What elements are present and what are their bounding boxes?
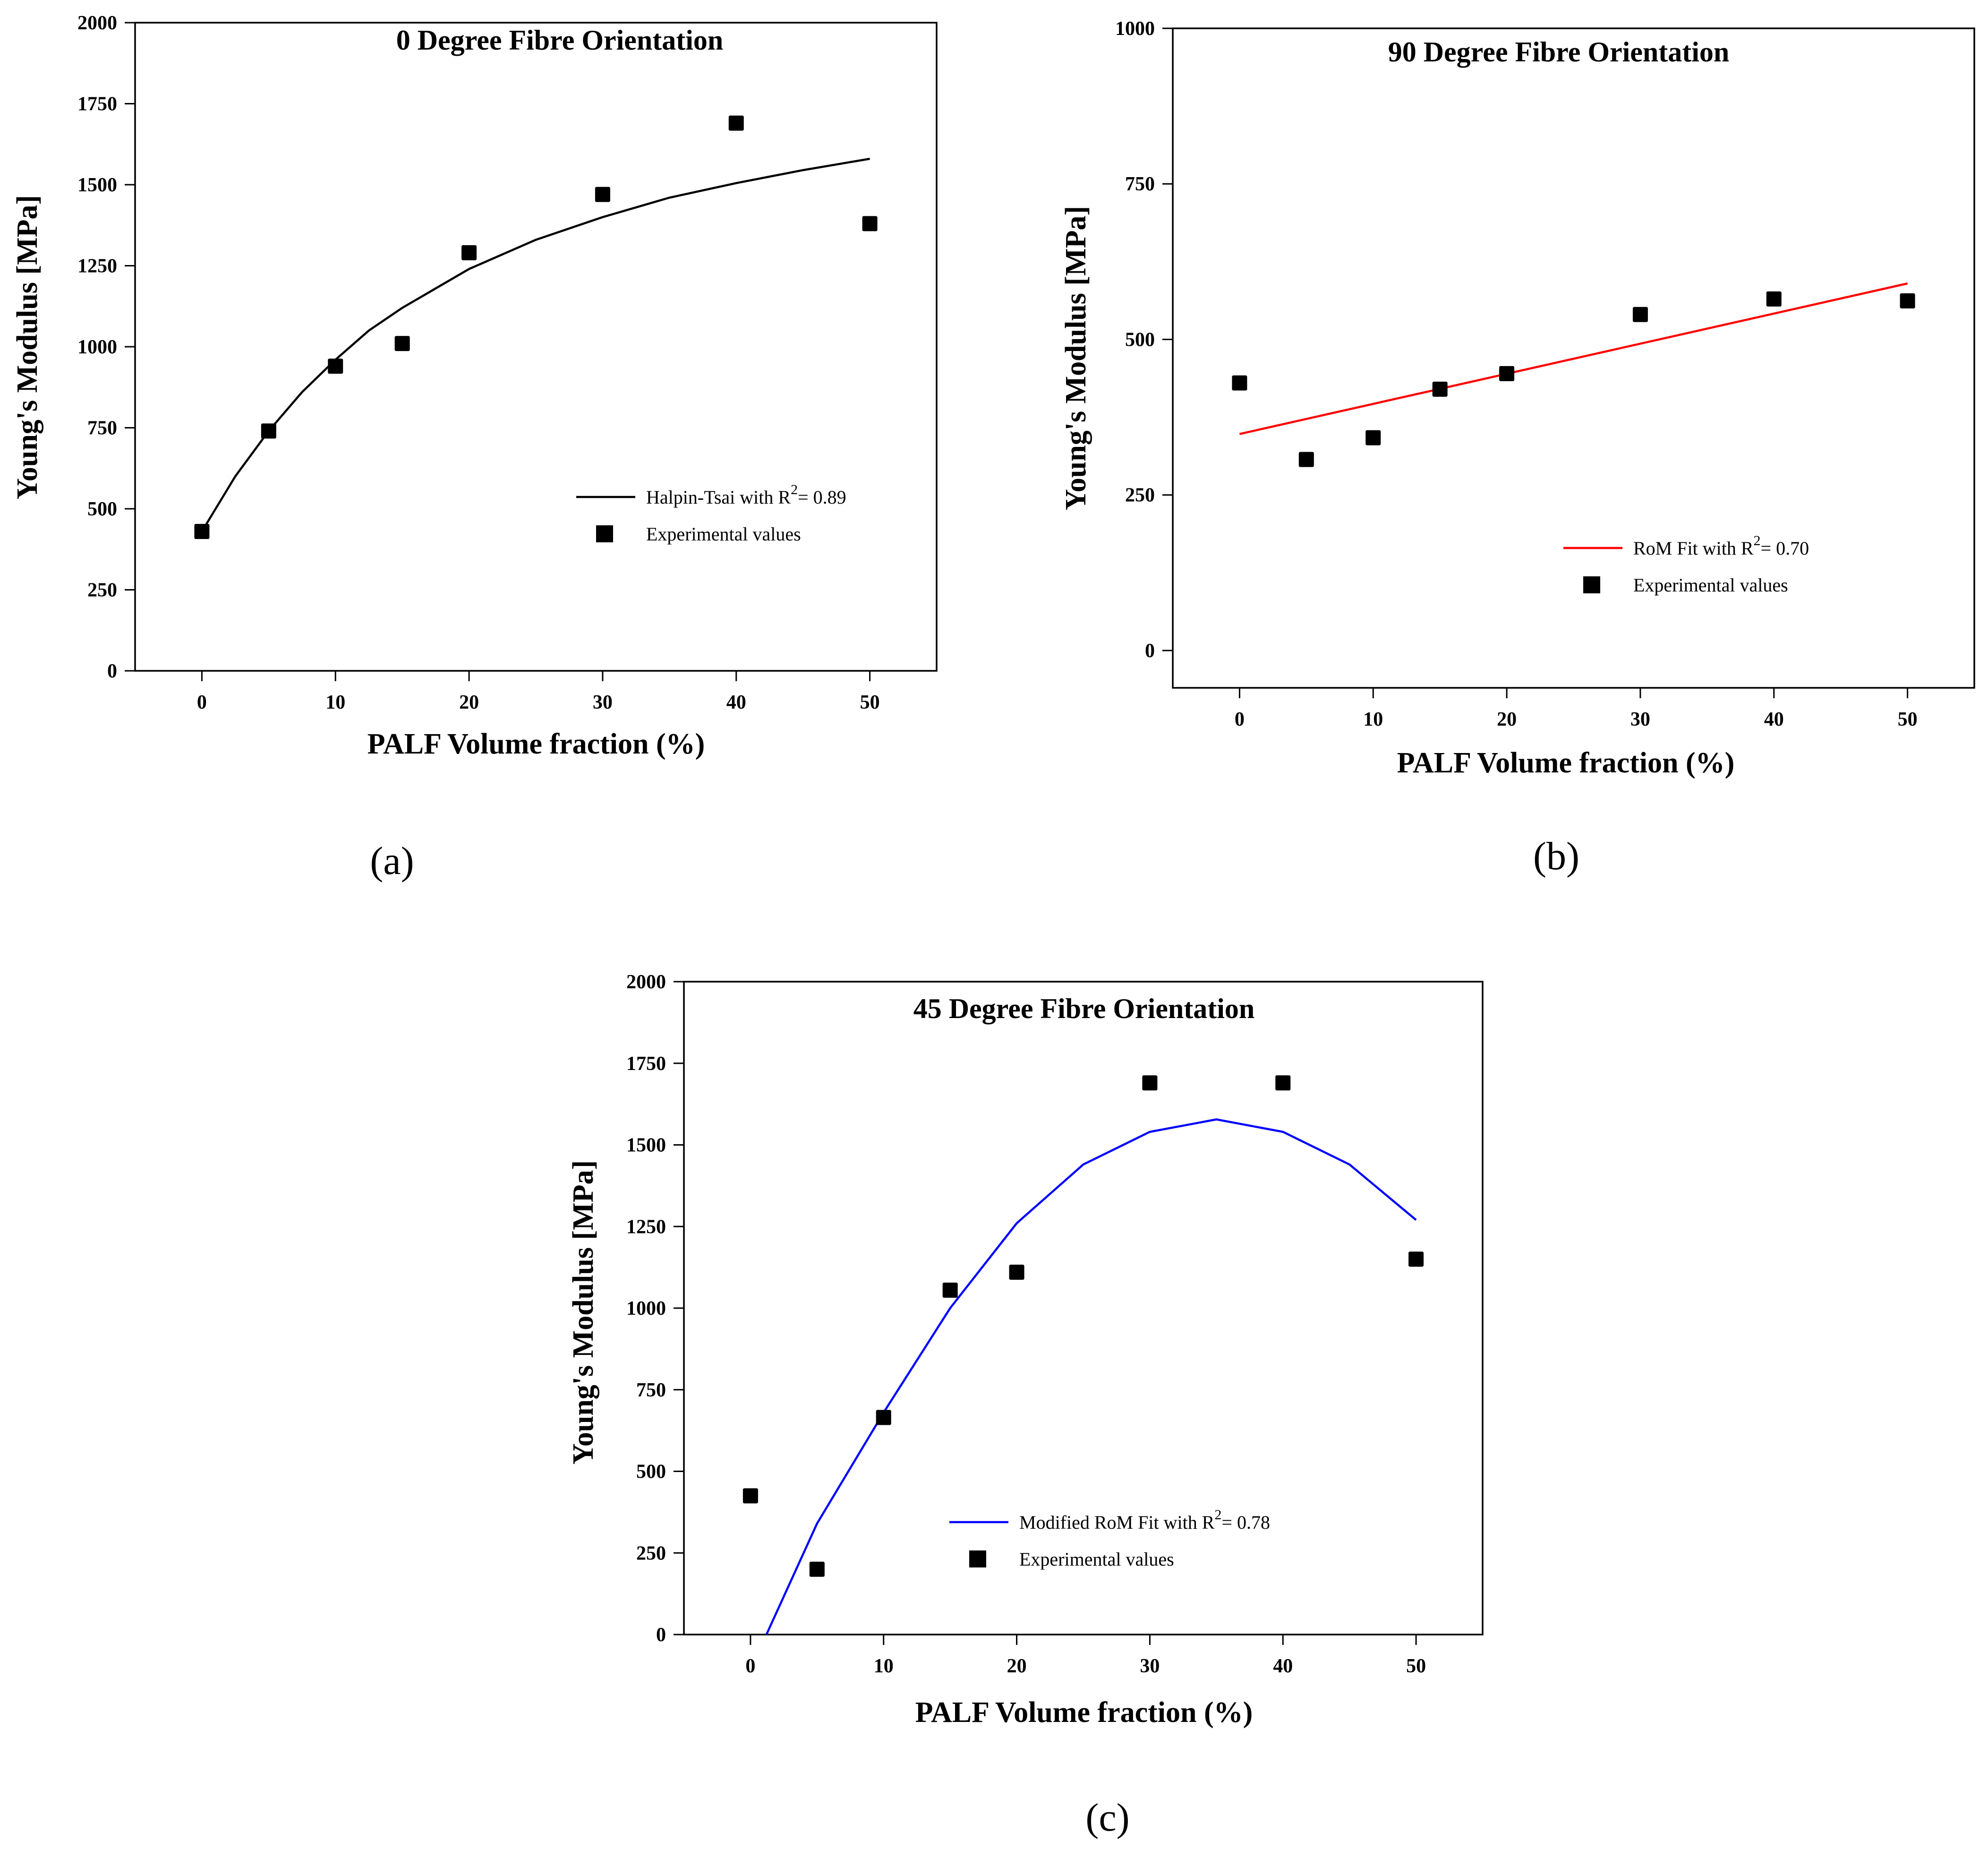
y-tick-label: 0 [656,1624,666,1646]
data-point [394,336,410,351]
x-tick-label: 30 [1630,709,1650,730]
plot-frame [134,22,938,672]
data-point [1499,366,1515,381]
fit-line [1239,282,1908,435]
data-point [1365,430,1381,445]
y-tick-label: 2000 [77,12,117,34]
x-tick-label: 20 [1007,1655,1027,1677]
plot-frame [683,981,1484,1635]
y-tick-label: 1500 [626,1135,666,1156]
legend-experimental-label: Experimental values [1633,574,1788,596]
data-point [942,1282,958,1298]
panel-label: (b) [1533,834,1579,878]
data-point [1275,1075,1291,1091]
panel-label: (c) [1085,1796,1129,1840]
y-tick-label: 500 [1125,329,1155,351]
data-point [742,1488,758,1504]
y-tick-label: 500 [636,1461,666,1483]
y-tick-label: 1250 [626,1216,666,1238]
fit-line [765,1118,1417,1635]
data-point [862,216,878,231]
chart-title: 45 Degree Fibre Orientation [913,993,1255,1024]
data-point [1432,381,1448,397]
y-tick-label: 1750 [77,94,117,115]
chart-title: 0 Degree Fibre Orientation [396,25,724,56]
legend-fit-label: RoM Fit with R2= 0.70 [1633,533,1809,559]
y-axis-title: Young's Modulus [MPa] [1060,206,1092,510]
data-point [1900,293,1915,308]
x-tick-label: 10 [1363,709,1383,730]
y-tick-label: 1500 [77,174,117,196]
x-tick-label: 40 [726,692,746,713]
legend-experimental-label: Experimental values [646,523,801,545]
x-tick-label: 40 [1764,709,1784,730]
y-tick-label: 250 [636,1542,666,1564]
legend-marker-swatch [1583,576,1600,593]
x-tick-label: 10 [874,1655,894,1677]
legend-marker-swatch [596,525,613,542]
x-tick-label: 50 [860,692,880,713]
x-tick-label: 50 [1406,1655,1426,1677]
data-point [876,1410,891,1425]
chart-title: 90 Degree Fibre Orientation [1388,36,1730,68]
data-point [595,187,610,202]
y-tick-label: 0 [107,660,117,682]
x-tick-label: 0 [197,692,207,713]
x-tick-label: 20 [1497,709,1517,730]
y-tick-label: 750 [1125,173,1155,195]
data-point [1766,291,1782,307]
x-tick-label: 50 [1898,709,1918,730]
y-tick-label: 1250 [77,256,117,277]
data-point [261,423,276,439]
fit-line [201,157,870,532]
data-point [1232,375,1247,391]
y-tick-label: 750 [87,418,117,439]
x-tick-label: 0 [745,1655,755,1677]
y-axis-title: Young's Modulus [MPa] [567,1160,599,1464]
y-tick-label: 1000 [626,1298,666,1319]
y-tick-label: 0 [1145,640,1155,662]
y-tick-label: 250 [87,580,117,601]
y-tick-label: 2000 [626,971,666,993]
y-tick-label: 500 [87,498,117,520]
data-point [1009,1264,1024,1280]
x-tick-label: 0 [1235,709,1245,730]
legend-fit-label: Modified RoM Fit with R2= 0.78 [1019,1507,1270,1533]
legend-experimental-label: Experimental values [1019,1549,1174,1570]
x-tick-label: 10 [325,692,345,713]
legend-fit-label: Halpin-Tsai with R2= 0.89 [646,482,846,508]
x-axis-title: PALF Volume fraction (%) [1397,747,1735,779]
x-tick-label: 20 [459,692,479,713]
data-point [194,524,210,539]
data-point [728,115,744,131]
y-axis-title: Young's Modulus [MPa] [11,195,43,499]
chart-45-degree: 0 10 20 30 40 5002505007501000125015001750200… [567,971,1484,1840]
x-tick-label: 40 [1273,1655,1293,1677]
x-axis-title: PALF Volume fraction (%) [915,1696,1253,1729]
data-point [809,1561,825,1577]
data-point [461,245,477,261]
y-tick-label: 750 [636,1379,666,1401]
x-tick-label: 30 [593,692,613,713]
y-tick-label: 250 [1125,485,1155,506]
chart-0-degree: 0 10 20 30 40 5002505007501000125015001750200… [11,12,938,883]
data-point [328,359,343,374]
y-tick-label: 1000 [77,336,117,358]
data-point [1408,1251,1424,1267]
x-axis-title: PALF Volume fraction (%) [367,728,705,760]
data-point [1298,452,1314,467]
data-point [1632,307,1648,322]
panel-label: (a) [370,839,414,883]
data-point [1142,1075,1158,1091]
y-tick-label: 1000 [1115,18,1155,40]
y-tick-label: 1750 [626,1053,666,1075]
legend-marker-swatch [969,1550,986,1567]
plot-frame [1172,27,1975,689]
x-tick-label: 30 [1140,1655,1160,1677]
